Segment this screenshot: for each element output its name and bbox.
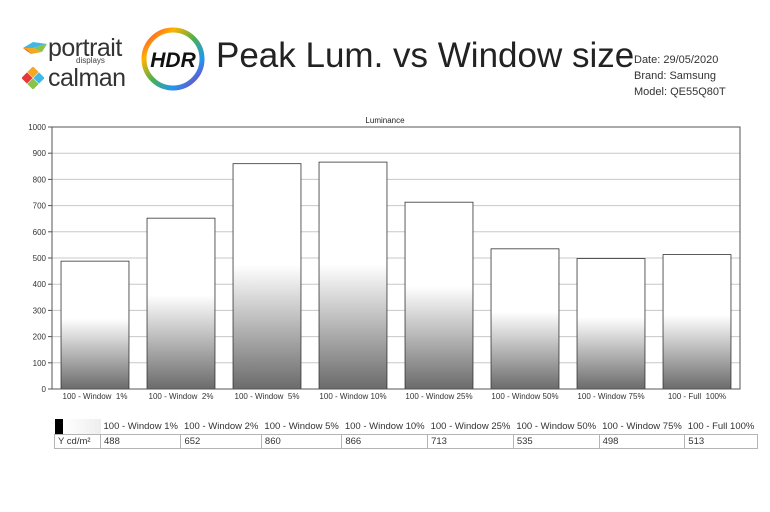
portrait-wordmark: portrait	[48, 33, 122, 62]
table-column-header: 100 - Window 25%	[427, 419, 514, 435]
x-tick-label: 100 - Full 100%	[668, 392, 726, 401]
table-header-row: 100 - Window 1% 100 - Window 2% 100 - Wind…	[54, 419, 758, 435]
meta-model: Model: QE55Q80T	[634, 86, 726, 98]
bar	[490, 248, 560, 390]
y-tick-label: 200	[33, 333, 47, 342]
bars	[60, 161, 732, 390]
bar	[146, 217, 216, 390]
bar	[576, 258, 646, 390]
calman-wordmark: calman	[48, 63, 126, 92]
table-column-header: 100 - Full 100%	[684, 419, 758, 435]
x-tick-label: 100 - Window 75%	[577, 392, 644, 401]
bar	[318, 161, 388, 390]
table-cell: 498	[598, 434, 686, 449]
table-row-label: Y cd/m²	[54, 434, 101, 449]
luminance-bar-chart: Luminance 0 100 200 300 400 500 600 700 800 900 10…	[28, 116, 741, 401]
table-column-header: 100 - Window 10%	[341, 419, 428, 435]
x-tick-label: 100 - Window 10%	[319, 392, 386, 401]
table-column-header: 100 - Window 75%	[599, 419, 685, 435]
table-column-header: 100 - Window 5%	[261, 419, 342, 435]
table-cell: 513	[684, 434, 758, 449]
calman-logo: calman	[22, 64, 126, 92]
table-row: Y cd/m² 488 652 860 866 713 535 498 513	[54, 434, 758, 449]
table-cell: 535	[512, 434, 600, 449]
x-tick-label: 100 - Window 1%	[63, 392, 128, 401]
portrait-displays-logo: portrait displays	[22, 33, 122, 65]
table-column-header: 100 - Window 2%	[180, 419, 262, 435]
x-tick-label: 100 - Window 50%	[491, 392, 558, 401]
y-tick-label: 100	[33, 359, 47, 368]
y-tick-label: 0	[42, 385, 47, 394]
bar	[60, 260, 130, 390]
portrait-sub-wordmark: displays	[76, 56, 105, 65]
meta-brand: Brand: Samsung	[634, 70, 716, 82]
table-cell: 713	[427, 434, 514, 449]
hdr-badge-icon: HDR	[141, 27, 205, 91]
portrait-logo-icon	[23, 42, 47, 54]
table-column-header: 100 - Window 50%	[513, 419, 600, 435]
bar	[232, 163, 302, 390]
table-cell: 652	[180, 434, 262, 449]
table-cell: 488	[99, 434, 182, 449]
y-tick-label: 600	[33, 228, 47, 237]
y-tick-label: 900	[33, 149, 47, 158]
plot-frame	[51, 126, 741, 390]
meta-info: Date: 29/05/2020 Brand: Samsung Model: Q…	[634, 52, 726, 100]
calman-logo-icon	[22, 67, 44, 89]
y-tick-label: 1000	[28, 123, 46, 132]
table-cell: 866	[341, 434, 429, 449]
x-axis-ticks: 100 - Window 1% 100 - Window 2% 100 - Wind…	[63, 392, 727, 401]
bar	[404, 201, 474, 390]
x-tick-label: 100 - Window 2%	[149, 392, 214, 401]
table-column-header: 100 - Window 1%	[100, 419, 181, 435]
table-cell: 860	[260, 434, 343, 449]
page-title: Peak Lum. vs Window size	[216, 36, 635, 75]
y-tick-label: 800	[33, 175, 47, 184]
meta-date: Date: 29/05/2020	[634, 54, 719, 66]
y-tick-label: 400	[33, 280, 47, 289]
chart-title: Luminance	[365, 116, 405, 125]
hdr-badge-text: HDR	[150, 49, 196, 72]
x-tick-label: 100 - Window 5%	[235, 392, 300, 401]
y-tick-label: 300	[33, 306, 47, 315]
table-corner	[54, 419, 101, 435]
bar	[662, 254, 732, 390]
y-tick-label: 700	[33, 202, 47, 211]
data-table: 100 - Window 1% 100 - Window 2% 100 - Wind…	[54, 419, 758, 449]
brand-logos: portrait displays calman	[22, 34, 140, 94]
y-tick-label: 500	[33, 254, 47, 263]
x-tick-label: 100 - Window 25%	[405, 392, 472, 401]
y-axis-ticks: 0 100 200 300 400 500 600 700 800 900 1000	[28, 123, 52, 394]
